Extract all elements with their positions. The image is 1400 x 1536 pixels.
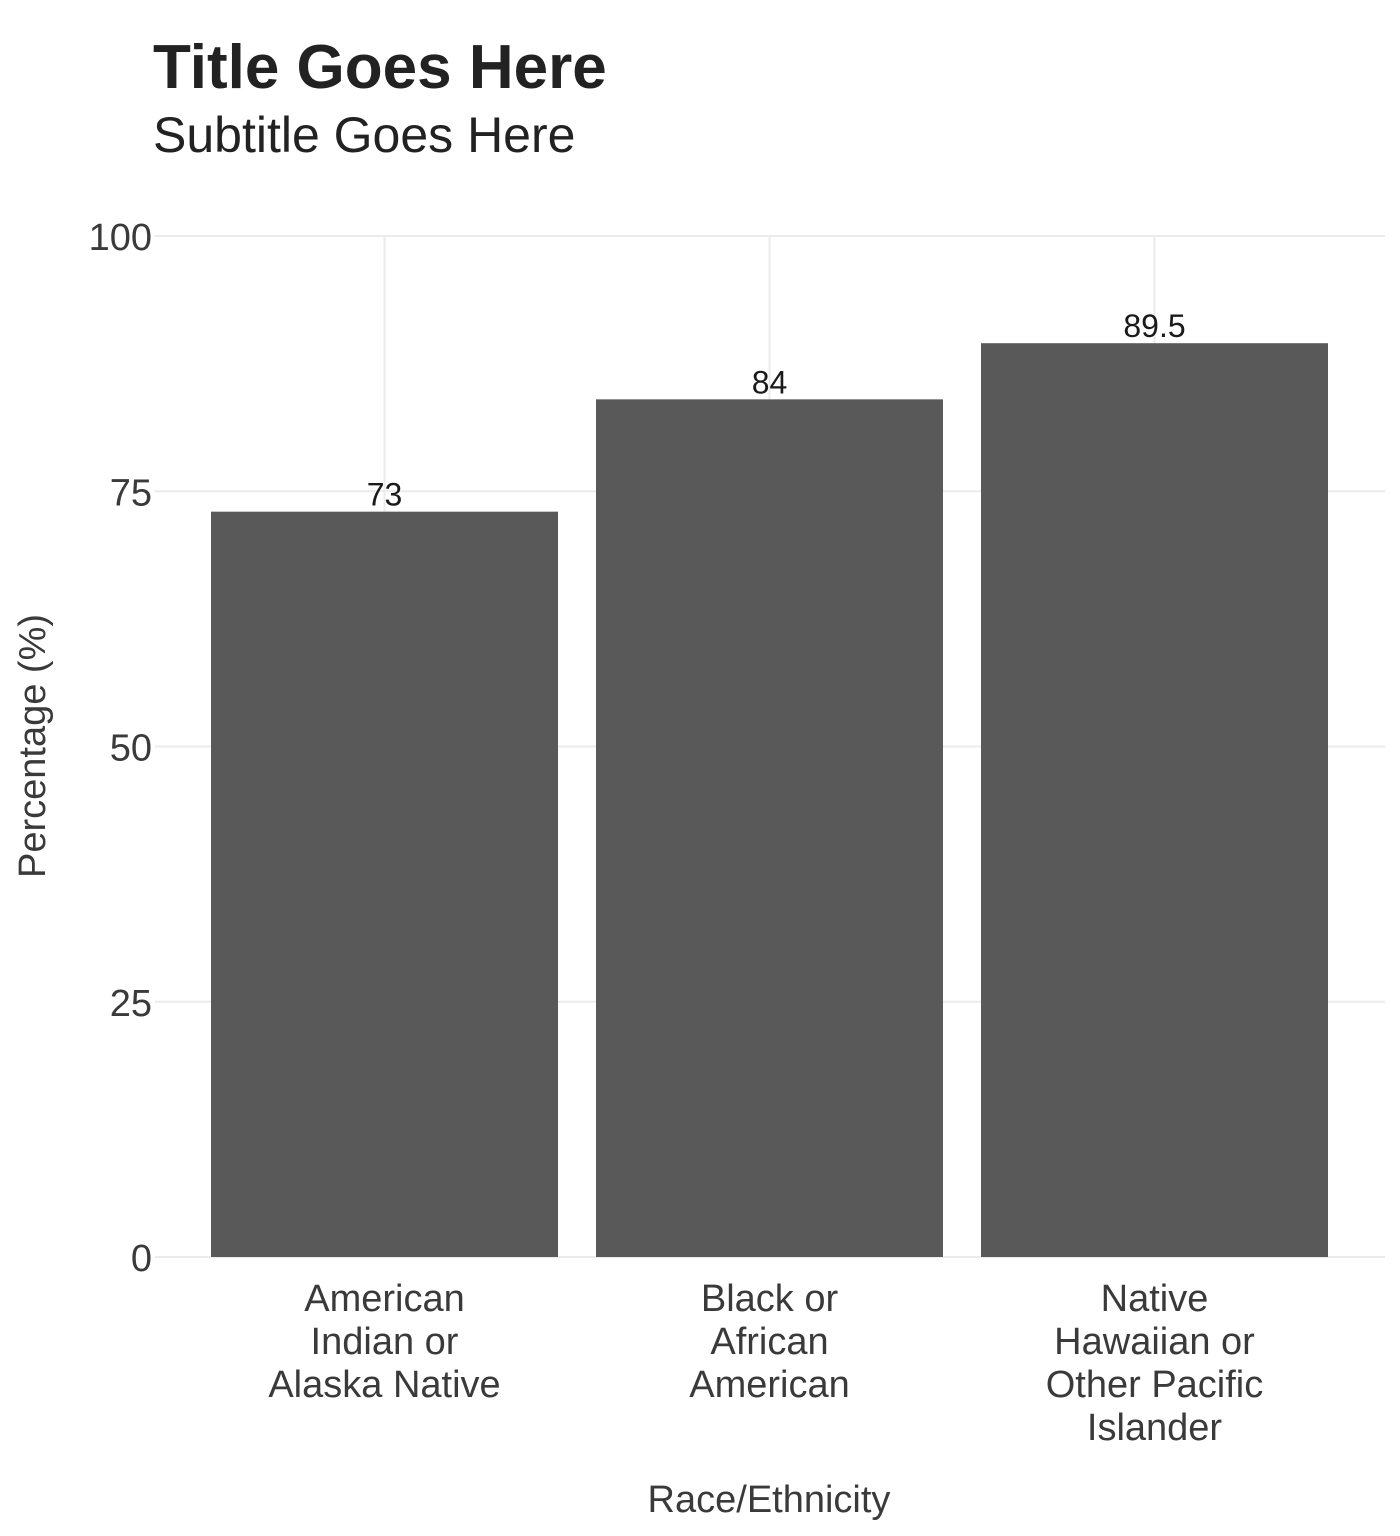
x-tick-label-line: American [304, 1278, 465, 1320]
chart-title: Title Goes Here [153, 33, 607, 102]
x-axis-title: Race/Ethnicity [648, 1479, 891, 1521]
y-tick-label: 25 [110, 983, 152, 1025]
y-tick-label: 100 [89, 217, 152, 259]
x-tick-label: Black or African American [689, 1278, 850, 1406]
bar [211, 511, 558, 1257]
x-tick-label-line: Hawaiian or [1054, 1321, 1255, 1363]
x-tick-label-line: Native [1101, 1278, 1209, 1320]
y-tick-label: 75 [110, 472, 152, 514]
x-tick-label-line: African [710, 1321, 828, 1363]
data-label: 89.5 [1123, 308, 1185, 344]
x-tick-label: Native Hawaiian or Other Pacific Islander [1046, 1278, 1264, 1449]
x-tick-label-line: Indian or [311, 1321, 459, 1363]
x-tick-label-line: Other Pacific [1046, 1364, 1264, 1406]
y-tick-label: 50 [110, 728, 152, 770]
y-axis-title: Percentage (%) [12, 614, 54, 878]
x-tick-label-line: Black or [701, 1278, 839, 1320]
x-tick-label: American Indian or Alaska Native [268, 1278, 500, 1406]
data-labels: 73 84 89.5 [367, 308, 1186, 512]
y-tick-label: 0 [131, 1238, 152, 1280]
bars [211, 343, 1328, 1258]
chart-subtitle: Subtitle Goes Here [153, 107, 575, 163]
bar [981, 343, 1328, 1258]
x-tick-label-line: Alaska Native [268, 1364, 500, 1406]
bar [596, 399, 943, 1257]
data-label: 73 [367, 477, 403, 513]
y-axis-ticks: 0 25 50 75 100 [89, 217, 152, 1280]
x-tick-label-line: Islander [1087, 1407, 1223, 1449]
x-tick-label-line: American [689, 1364, 850, 1406]
data-label: 84 [752, 364, 788, 400]
